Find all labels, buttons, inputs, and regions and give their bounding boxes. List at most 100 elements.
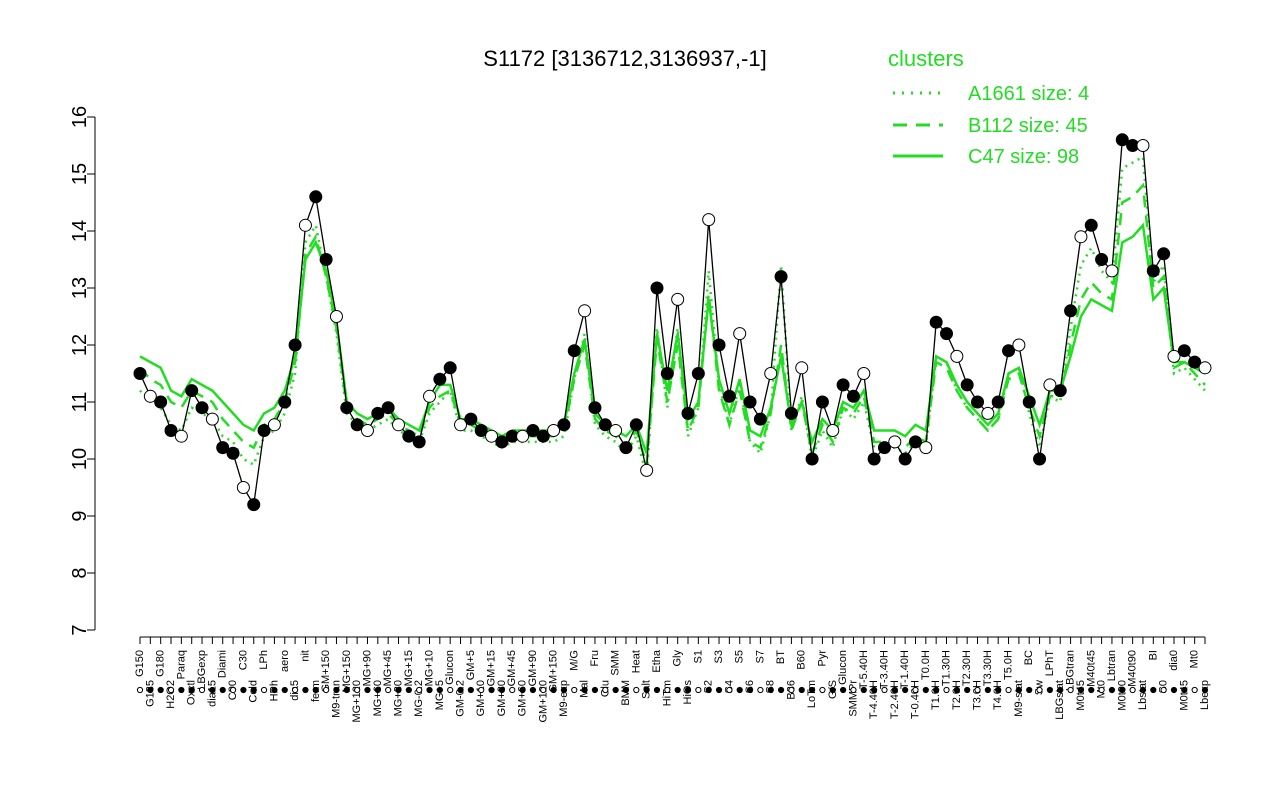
x-rug-marker <box>902 686 909 694</box>
x-tick-label: MG+15 <box>403 650 415 686</box>
x-rug-marker <box>178 686 185 694</box>
data-point <box>1012 338 1026 352</box>
data-point <box>195 401 209 415</box>
x-rug-marker <box>643 686 650 694</box>
x-tick-label: T-5.40H <box>858 650 870 689</box>
x-tick-label: M40t90 <box>1127 650 1139 687</box>
x-rug-marker <box>354 686 361 694</box>
x-tick-label: M/G <box>568 650 580 671</box>
y-tick-label: 14 <box>69 220 91 242</box>
x-rug-marker <box>136 686 144 694</box>
x-rug-marker <box>167 686 175 694</box>
data-point <box>1022 395 1036 409</box>
x-tick-label: G150 <box>134 650 146 677</box>
data-point <box>960 378 974 392</box>
x-rug-marker <box>333 686 340 694</box>
x-tick-label: T2.0H <box>951 680 963 710</box>
data-point <box>536 429 550 443</box>
data-point <box>443 361 457 375</box>
data-point <box>1084 218 1098 232</box>
data-point <box>712 338 726 352</box>
data-point <box>815 395 829 409</box>
x-tick-label: T5.0H <box>1003 650 1015 680</box>
x-rug-marker <box>519 686 526 694</box>
x-tick-label: aero <box>279 650 291 672</box>
x-rug-marker <box>1108 686 1116 694</box>
x-tick-label: Diami <box>217 650 229 678</box>
data-point <box>557 418 571 432</box>
data-point <box>609 424 623 437</box>
x-rug-marker <box>271 686 278 694</box>
data-point <box>474 424 488 437</box>
x-tick-label: Etha <box>651 649 663 673</box>
data-point <box>412 435 426 449</box>
x-tick-label: T3.30H <box>982 650 994 686</box>
x-tick-label: SMMPr <box>847 680 859 717</box>
x-tick-label: MG+45 <box>382 650 394 686</box>
x-rug-marker <box>777 686 785 694</box>
legend: clusters A1661 size: 4 B112 size: 45 C47… <box>888 46 1089 168</box>
x-tick-label: S5 <box>734 650 746 663</box>
data-point <box>640 463 654 477</box>
x-tick-label: G180 <box>155 650 167 677</box>
points-connecting-line <box>139 138 1206 507</box>
x-tick-label: T3.0H <box>972 680 984 710</box>
x-tick-label: Glucon <box>837 650 849 685</box>
x-tick-label: Lbstat <box>1137 680 1149 710</box>
data-point <box>547 424 561 437</box>
x-rug-marker <box>881 686 888 694</box>
x-rug-marker <box>871 686 878 694</box>
data-point <box>1136 139 1150 152</box>
data-point <box>267 418 281 432</box>
x-rug-marker <box>705 686 712 694</box>
data-point <box>226 446 240 460</box>
x-tick-label: GM+60 <box>517 680 529 716</box>
x-tick-label: H2O2 <box>165 680 177 709</box>
x-tick-label: MG-0.2 <box>413 680 425 717</box>
x-rug-marker <box>1201 686 1209 694</box>
x-tick-label: B60 <box>796 650 808 670</box>
x-tick-label: BC <box>1023 650 1035 665</box>
x-rug-marker <box>922 686 929 694</box>
data-point <box>1064 304 1078 318</box>
x-rug-marker <box>560 686 568 694</box>
data-point <box>454 418 468 432</box>
x-tick-label: BT <box>775 650 787 664</box>
x-rug-marker <box>540 686 547 694</box>
x-tick-label: MG+10 <box>424 650 436 686</box>
x-rug-marker <box>219 686 226 694</box>
data-point <box>877 441 891 455</box>
x-rug-marker <box>405 686 412 694</box>
x-rug-marker <box>767 686 774 694</box>
x-rug-marker <box>715 686 723 694</box>
data-point <box>340 401 354 415</box>
x-rug-marker <box>1057 686 1064 694</box>
data-point <box>205 412 219 426</box>
data-point <box>1002 344 1016 358</box>
data-point <box>257 424 271 437</box>
chart-title: S1172 [3136712,3136937,-1] <box>483 46 766 71</box>
data-point <box>908 435 922 449</box>
data-point <box>1033 452 1047 466</box>
data-point <box>764 367 778 380</box>
x-rug-marker <box>736 686 743 694</box>
x-rug-marker <box>891 686 898 694</box>
data-point <box>319 253 333 266</box>
x-rug-marker <box>209 686 216 694</box>
x-rug-marker <box>498 686 505 694</box>
x-tick-label: Gly <box>672 650 684 667</box>
y-tick-label: 10 <box>69 448 91 470</box>
x-tick-label: M0t45 <box>1075 680 1087 711</box>
x-rug-marker <box>229 686 237 694</box>
data-point <box>1105 264 1119 278</box>
x-tick-label: T-1.40H <box>899 650 911 689</box>
x-tick-label: GM-0.2 <box>455 680 467 717</box>
x-rug-marker <box>622 686 630 694</box>
x-rug-marker <box>571 686 578 694</box>
data-point <box>629 418 643 432</box>
data-point <box>1188 355 1202 369</box>
data-point <box>567 344 581 358</box>
data-point <box>371 406 385 420</box>
x-rug-marker <box>260 686 268 694</box>
x-rug-marker <box>467 686 474 694</box>
